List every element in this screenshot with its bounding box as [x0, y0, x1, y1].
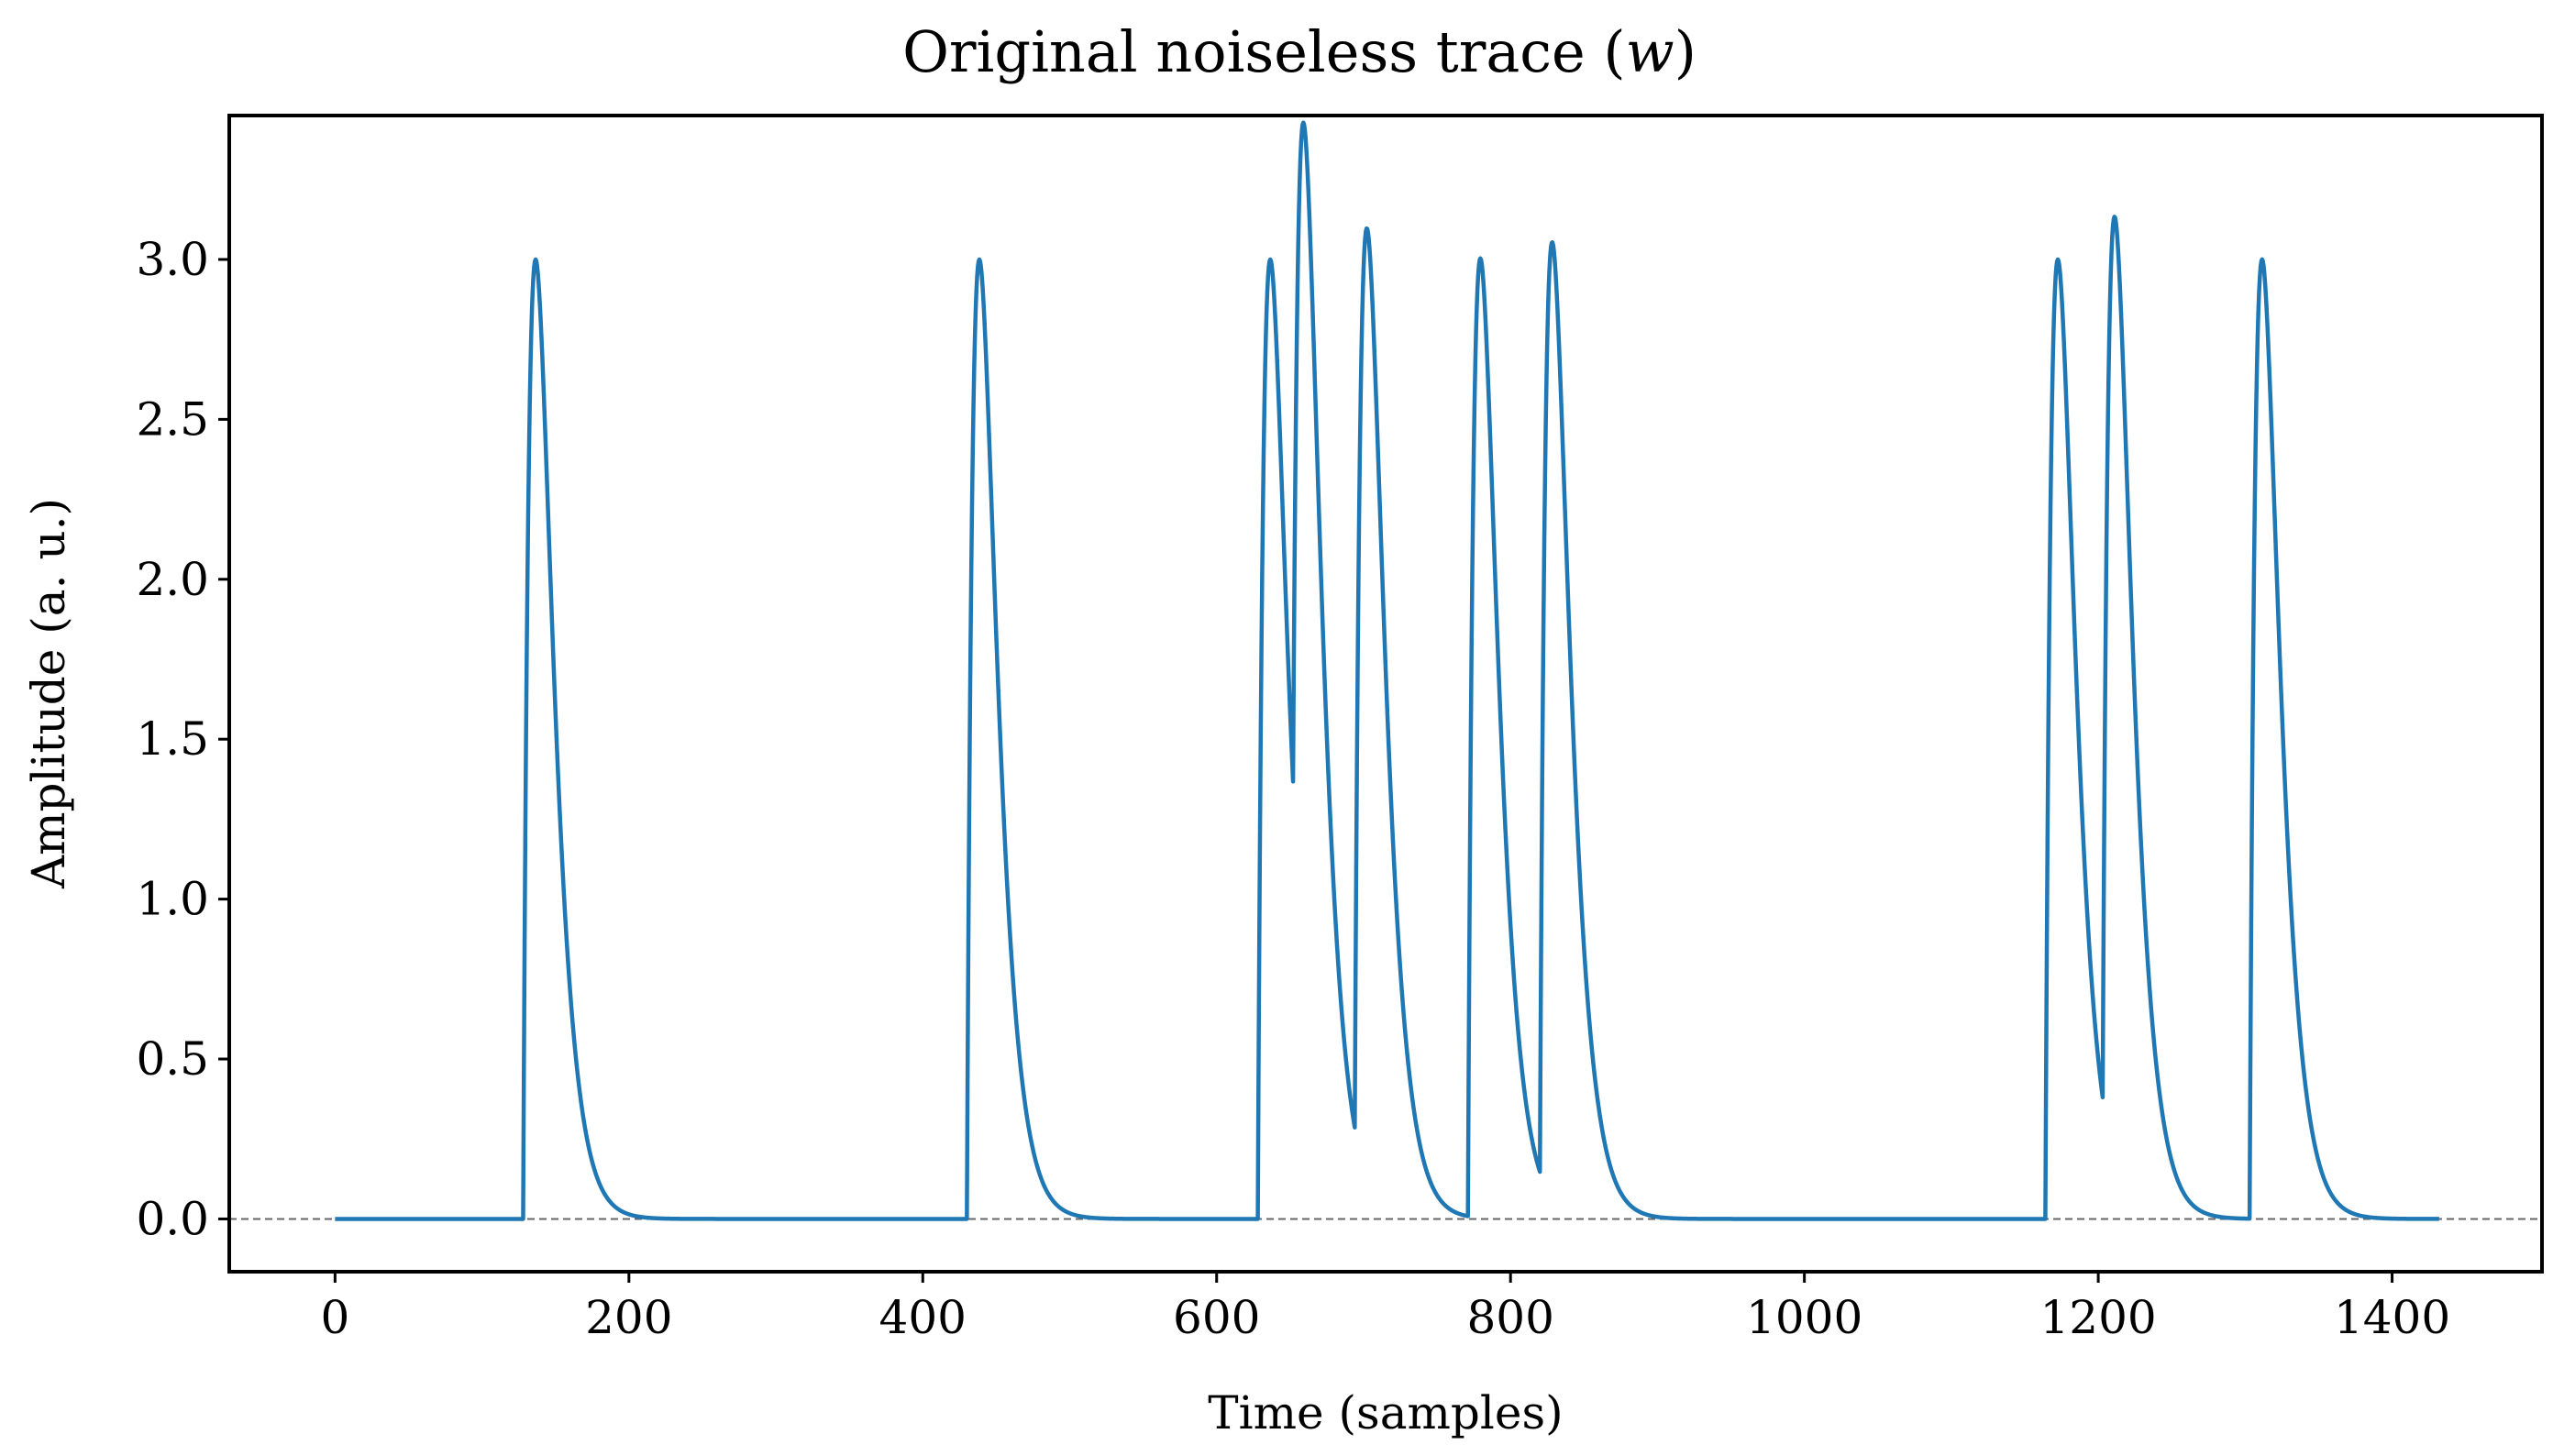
y-ticks: 0.0 0.5 1.0 1.5 2.0 2.5 3.0: [136, 233, 229, 1245]
trace-line: [333, 120, 2441, 1221]
x-ticks: 0 200 400 600 800 1000 1200 1400: [320, 1272, 2450, 1344]
x-tick-label: 600: [1173, 1291, 1260, 1344]
axes-frame: [227, 114, 2544, 1274]
y-tick-label: 1.5: [136, 712, 209, 766]
y-tick-label: 3.0: [136, 233, 209, 286]
x-tick-label: 400: [879, 1291, 967, 1344]
plot-area: [229, 120, 2542, 1221]
x-tick-label: 1200: [2039, 1291, 2156, 1344]
chart-title: Original noiseless trace (w): [902, 18, 1696, 85]
y-axis-label: Amplitude (a. u.): [22, 498, 75, 889]
y-tick-label: 2.0: [136, 553, 209, 606]
x-tick-label: 0: [320, 1291, 349, 1344]
y-tick-label: 0.0: [136, 1192, 209, 1245]
y-tick-label: 0.5: [136, 1032, 209, 1086]
x-tick-label: 200: [585, 1291, 672, 1344]
x-tick-label: 800: [1466, 1291, 1553, 1344]
y-tick-label: 2.5: [136, 392, 209, 446]
x-tick-label: 1400: [2334, 1291, 2450, 1344]
y-tick-label: 1.0: [136, 873, 209, 926]
x-axis-label: Time (samples): [1208, 1386, 1563, 1439]
x-tick-label: 1000: [1746, 1291, 1862, 1344]
